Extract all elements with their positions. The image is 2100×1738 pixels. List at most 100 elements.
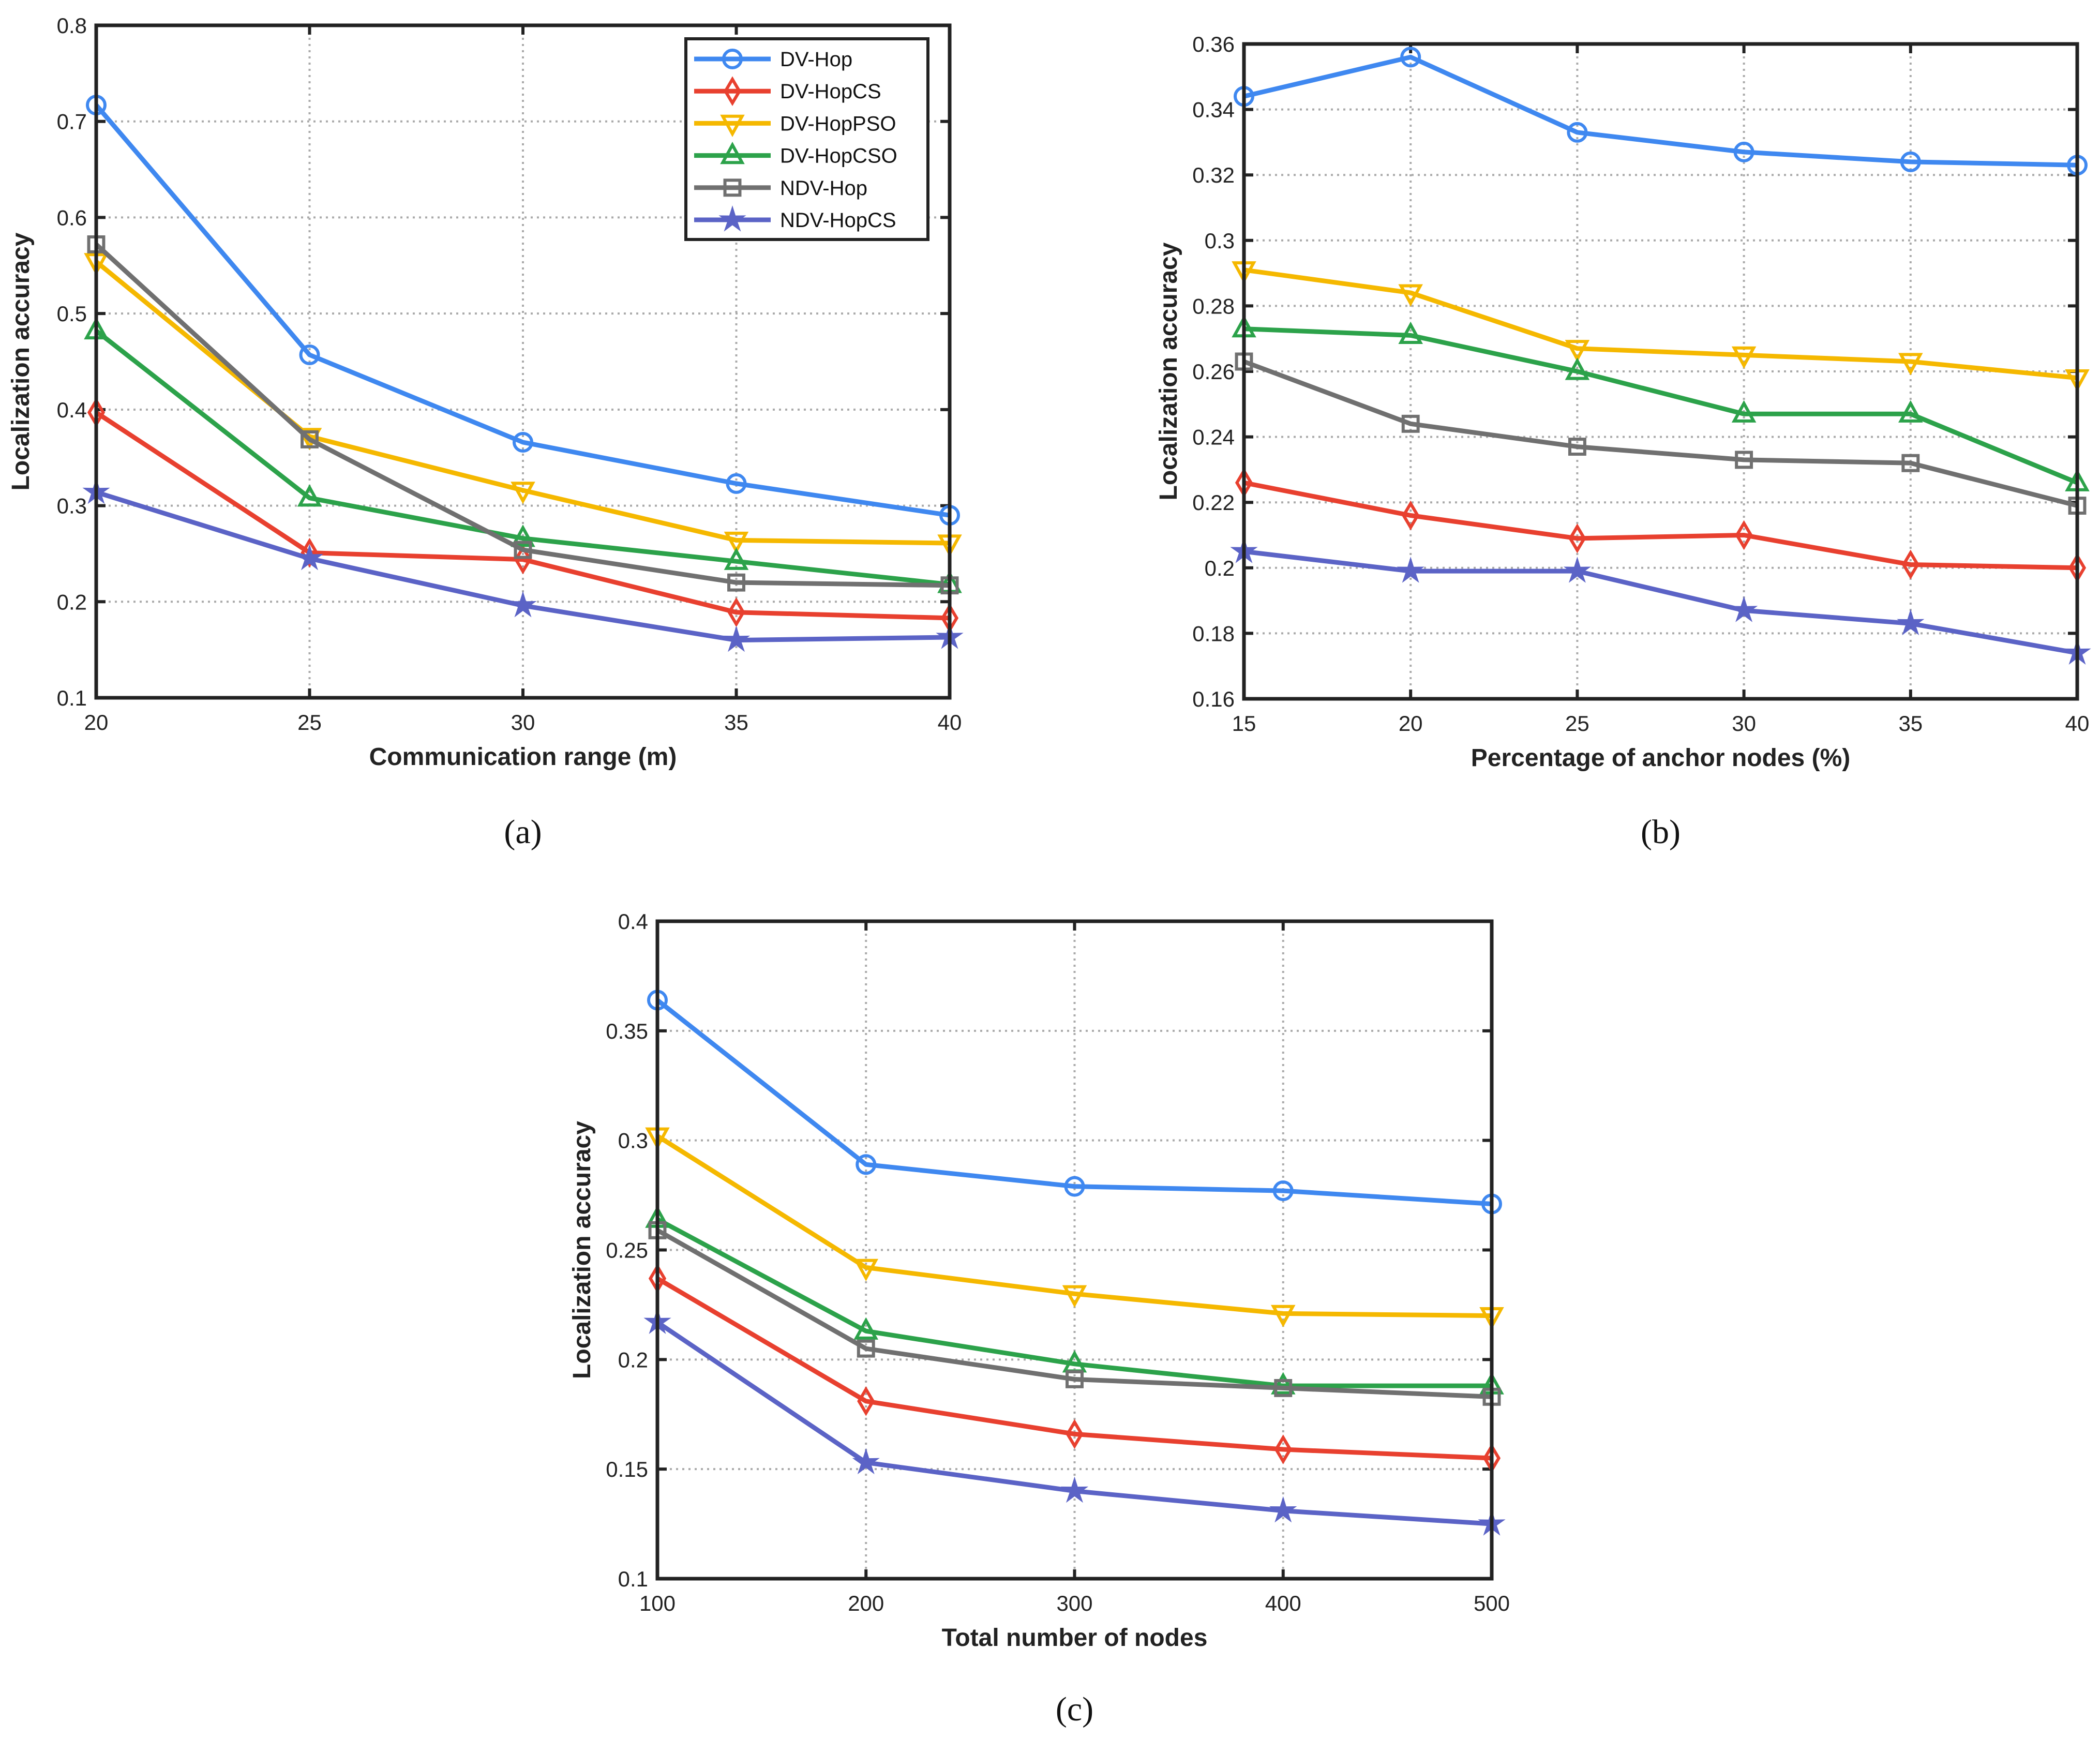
- data-point: [1397, 557, 1424, 583]
- data-point: [87, 235, 106, 253]
- x-tick-label: 25: [297, 710, 322, 735]
- y-tick-label: 0.34: [1192, 98, 1235, 122]
- legend-item: DV-Hop: [694, 48, 852, 71]
- data-point: [940, 576, 959, 595]
- data-point: [853, 1317, 879, 1340]
- subfigure-caption: (c): [1056, 1690, 1093, 1728]
- legend: DV-Hop DV-HopCS DV-HopPSO DV-HopCSO NDV-Hop N…: [684, 37, 929, 241]
- y-tick-label: 0.2: [618, 1347, 648, 1372]
- data-point: [856, 1154, 877, 1175]
- legend-label: DV-HopCS: [780, 80, 881, 103]
- subfigure-caption: (a): [504, 813, 542, 851]
- data-point: [1274, 1434, 1292, 1464]
- data-point: [1401, 414, 1420, 433]
- x-tick-label: 400: [1265, 1591, 1301, 1615]
- data-point: [514, 544, 532, 575]
- series-line: [95, 260, 950, 546]
- data-point: [1567, 122, 1588, 143]
- y-tick-label: 0.24: [1192, 425, 1235, 450]
- data-point: [1731, 400, 1757, 423]
- data-point: [1269, 1496, 1297, 1523]
- legend-box: [684, 37, 929, 241]
- data-point: [1565, 357, 1590, 380]
- legend-marker: [723, 178, 742, 197]
- series-line: [95, 329, 950, 587]
- data-point: [852, 1448, 880, 1475]
- series-ndv-hopcs: [1230, 537, 2091, 665]
- data-point: [1568, 523, 1586, 553]
- y-axis-label: Localization accuracy: [1155, 242, 1182, 500]
- data-point: [295, 544, 324, 571]
- data-point: [724, 547, 749, 570]
- y-tick-label: 0.3: [57, 494, 87, 518]
- legend-marker: [722, 49, 743, 69]
- data-point: [1402, 500, 1420, 531]
- x-tick-label: 30: [1732, 711, 1756, 736]
- x-axis-label: Total number of nodes: [942, 1624, 1208, 1652]
- data-point: [1735, 451, 1753, 469]
- x-tick-label: 300: [1056, 1591, 1092, 1615]
- data-point: [1400, 47, 1421, 68]
- y-tick-label: 0.3: [1205, 229, 1235, 253]
- y-tick-label: 0.16: [1192, 687, 1235, 711]
- y-tick-label: 0.22: [1192, 490, 1235, 515]
- data-point: [727, 573, 745, 592]
- legend-label: NDV-HopCS: [780, 209, 896, 232]
- legend-item: NDV-Hop: [694, 177, 867, 200]
- legend-marker: [718, 205, 746, 232]
- legend-label: DV-Hop: [780, 48, 852, 71]
- data-point: [724, 531, 749, 555]
- series-line: [656, 1276, 1492, 1461]
- y-tick-label: 0.26: [1192, 359, 1235, 384]
- legend-item: DV-HopCS: [694, 76, 881, 107]
- x-tick-label: 20: [1399, 711, 1423, 736]
- legend-label: DV-HopPSO: [780, 112, 896, 135]
- x-tick-label: 15: [1232, 711, 1256, 736]
- legend-label: NDV-Hop: [780, 177, 867, 200]
- y-tick-label: 0.28: [1192, 294, 1235, 318]
- data-point: [1901, 454, 1920, 472]
- chart-1: 20 25 30 35 40 0.1 0.2 0.3 0.4 0.5 0.6 0.7 0.8 Commun…: [7, 13, 964, 851]
- x-tick-label: 200: [848, 1591, 884, 1615]
- series-dv-hopcs: [1235, 468, 2087, 583]
- series-dv-hoppso: [1232, 261, 2090, 392]
- series-line: [656, 1217, 1492, 1388]
- plot-frame: [1242, 42, 2079, 701]
- data-point: [1398, 321, 1423, 344]
- x-tick-label: 20: [84, 710, 109, 735]
- series-line: [94, 103, 950, 518]
- y-tick-label: 0.4: [57, 398, 87, 422]
- data-point: [514, 541, 532, 559]
- y-axis-label: Localization accuracy: [7, 232, 35, 490]
- data-point: [857, 1386, 875, 1416]
- series-line: [1243, 480, 2078, 571]
- data-point: [1563, 557, 1592, 583]
- data-point: [1568, 438, 1586, 456]
- series-dv-hop: [1234, 47, 2088, 176]
- data-point: [513, 432, 533, 453]
- data-point: [648, 1221, 667, 1239]
- x-tick-label: 500: [1474, 1591, 1510, 1615]
- legend-item: DV-HopPSO: [694, 112, 896, 138]
- series-dv-hopcs: [87, 397, 959, 633]
- series-dv-hoppso: [645, 1127, 1504, 1330]
- y-tick-label: 0.2: [1205, 556, 1235, 580]
- x-tick-label: 35: [724, 710, 748, 735]
- legend-item: NDV-HopCS: [694, 205, 896, 232]
- x-tick-label: 25: [1565, 711, 1589, 736]
- data-point: [1398, 284, 1423, 307]
- x-tick-label: 40: [2065, 711, 2090, 736]
- data-point: [1733, 141, 1754, 162]
- legend-item: DV-HopCSO: [694, 141, 897, 168]
- data-point: [1064, 1176, 1085, 1197]
- y-tick-label: 0.2: [57, 590, 87, 614]
- legend-marker: [720, 141, 745, 164]
- data-point: [1482, 1387, 1501, 1406]
- data-point: [1270, 1305, 1296, 1327]
- data-point: [2068, 497, 2087, 515]
- data-point: [853, 1258, 879, 1282]
- y-tick-label: 0.35: [606, 1019, 648, 1043]
- x-axis-label: Percentage of anchor nodes (%): [1471, 744, 1850, 772]
- data-point: [1898, 353, 1923, 376]
- series-ndv-hop: [1235, 352, 2087, 515]
